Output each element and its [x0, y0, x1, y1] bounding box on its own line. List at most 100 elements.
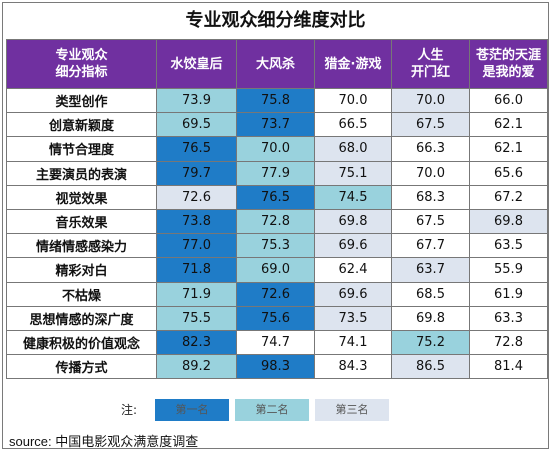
column-header-line: 是我的爱 — [482, 65, 535, 80]
score-cell: 75.5 — [156, 305, 237, 331]
column-header-line: 人生 — [417, 48, 444, 63]
score-cell: 86.5 — [391, 354, 470, 380]
column-header-line: 水饺皇后 — [170, 56, 223, 72]
score-cell: 68.3 — [391, 184, 470, 210]
column-header-5: 苍茫的天涯 是我的爱 — [469, 39, 548, 89]
score-cell: 67.5 — [391, 208, 470, 235]
score-cell: 66.5 — [314, 112, 392, 138]
table-row: 不枯燥 71.9 72.6 69.6 68.5 61.9 — [6, 281, 548, 307]
score-cell: 75.3 — [236, 233, 315, 259]
source-note: source: 中国电影观众满意度调查 — [9, 434, 199, 449]
column-header-2: 大风杀 — [236, 39, 315, 89]
score-cell: 70.0 — [391, 87, 470, 114]
score-cell: 62.1 — [469, 112, 548, 138]
score-cell: 98.3 — [236, 354, 315, 380]
score-cell: 74.5 — [314, 184, 392, 210]
score-cell: 73.7 — [236, 112, 315, 138]
score-cell: 73.5 — [314, 305, 392, 331]
score-cell: 84.3 — [314, 354, 392, 380]
score-cell: 89.2 — [156, 354, 237, 380]
row-label: 创意新颖度 — [6, 112, 157, 138]
legend-note-label: 注: — [121, 403, 138, 417]
score-cell: 79.7 — [156, 160, 237, 186]
score-cell: 69.8 — [391, 305, 470, 331]
legend-rank-3: 第三名 — [315, 399, 389, 421]
column-header-3: 猎金·游戏 — [314, 39, 392, 89]
row-label: 音乐效果 — [6, 208, 157, 235]
column-header-1: 水饺皇后 — [156, 39, 237, 89]
table-row: 健康积极的价值观念 82.3 74.7 74.1 75.2 72.8 — [6, 329, 548, 356]
score-cell: 69.8 — [314, 208, 392, 235]
score-cell: 62.4 — [314, 257, 392, 283]
score-cell: 68.5 — [391, 281, 470, 307]
score-cell: 66.0 — [469, 87, 548, 114]
column-header-line: 大风杀 — [255, 56, 295, 72]
score-cell: 72.6 — [236, 281, 315, 307]
table-row: 思想情感的深广度 75.5 75.6 73.5 69.8 63.3 — [6, 305, 548, 331]
chart-frame: 专业观众细分维度对比 专业观众 细分指标 水饺皇后 大风杀 猎金·游戏 人生 开门红 苍茫的天… — [2, 2, 549, 449]
score-cell: 75.6 — [236, 305, 315, 331]
table-row: 精彩对白 71.8 69.0 62.4 63.7 55.9 — [6, 257, 548, 283]
score-cell: 63.7 — [391, 257, 470, 283]
score-cell: 67.5 — [391, 112, 470, 138]
score-cell: 75.8 — [236, 87, 315, 114]
table-header: 专业观众 细分指标 水饺皇后 大风杀 猎金·游戏 人生 开门红 苍茫的天涯 是我的爱 — [6, 39, 548, 89]
legend-rank-2: 第二名 — [235, 399, 309, 421]
column-header-line: 猎金·游戏 — [324, 56, 382, 72]
score-cell: 81.4 — [469, 354, 548, 380]
table-row: 音乐效果 73.8 72.8 69.8 67.5 69.8 — [6, 208, 548, 235]
table-row: 创意新颖度 69.5 73.7 66.5 67.5 62.1 — [6, 112, 548, 138]
score-cell: 66.3 — [391, 136, 470, 162]
score-cell: 74.7 — [236, 329, 315, 356]
row-label: 类型创作 — [6, 87, 157, 114]
score-cell: 70.0 — [236, 136, 315, 162]
table-row: 情绪情感感染力 77.0 75.3 69.6 67.7 63.5 — [6, 233, 548, 259]
row-label: 传播方式 — [6, 354, 157, 380]
row-label: 主要演员的表演 — [6, 160, 157, 186]
header-corner: 专业观众 细分指标 — [6, 39, 157, 89]
row-label: 不枯燥 — [6, 281, 157, 307]
table-row: 主要演员的表演 79.7 77.9 75.1 70.0 65.6 — [6, 160, 548, 186]
header-corner-line: 细分指标 — [55, 65, 108, 80]
table-row: 情节合理度 76.5 70.0 68.0 66.3 62.1 — [6, 136, 548, 162]
score-cell: 55.9 — [469, 257, 548, 283]
row-label: 视觉效果 — [6, 184, 157, 210]
chart-title: 专业观众细分维度对比 — [185, 10, 366, 31]
score-cell: 69.0 — [236, 257, 315, 283]
score-cell: 68.0 — [314, 136, 392, 162]
score-cell: 71.9 — [156, 281, 237, 307]
score-cell: 77.0 — [156, 233, 237, 259]
header-corner-line: 专业观众 — [55, 48, 108, 63]
score-cell: 76.5 — [236, 184, 315, 210]
table-row: 类型创作 73.9 75.8 70.0 70.0 66.0 — [6, 87, 548, 114]
score-cell: 67.2 — [469, 184, 548, 210]
score-cell: 73.8 — [156, 208, 237, 235]
table-row: 视觉效果 72.6 76.5 74.5 68.3 67.2 — [6, 184, 548, 210]
score-cell: 77.9 — [236, 160, 315, 186]
score-cell: 70.0 — [314, 87, 392, 114]
score-cell: 70.0 — [391, 160, 470, 186]
column-header-line: 苍茫的天涯 — [475, 48, 541, 63]
score-cell: 74.1 — [314, 329, 392, 356]
legend-rank-1: 第一名 — [155, 399, 229, 421]
score-cell: 72.6 — [156, 184, 237, 210]
score-cell: 69.5 — [156, 112, 237, 138]
score-cell: 76.5 — [156, 136, 237, 162]
score-cell: 61.9 — [469, 281, 548, 307]
row-label: 精彩对白 — [6, 257, 157, 283]
row-label: 思想情感的深广度 — [6, 305, 157, 331]
score-cell: 63.5 — [469, 233, 548, 259]
table-row: 传播方式 89.2 98.3 84.3 86.5 81.4 — [6, 354, 548, 380]
score-cell: 71.8 — [156, 257, 237, 283]
comparison-table: 专业观众 细分指标 水饺皇后 大风杀 猎金·游戏 人生 开门红 苍茫的天涯 是我的爱 类型创作 7… — [6, 39, 548, 380]
score-cell: 73.9 — [156, 87, 237, 114]
rank-legend: 注: 第一名 第二名 第三名 — [121, 399, 421, 421]
column-header-4: 人生 开门红 — [391, 39, 470, 89]
row-label: 情节合理度 — [6, 136, 157, 162]
score-cell: 67.7 — [391, 233, 470, 259]
score-cell: 75.2 — [391, 329, 470, 356]
header-row: 专业观众 细分指标 水饺皇后 大风杀 猎金·游戏 人生 开门红 苍茫的天涯 是我的爱 — [6, 39, 548, 89]
row-label: 健康积极的价值观念 — [6, 329, 157, 356]
score-cell: 69.8 — [469, 208, 548, 235]
column-header-line: 开门红 — [410, 65, 450, 80]
